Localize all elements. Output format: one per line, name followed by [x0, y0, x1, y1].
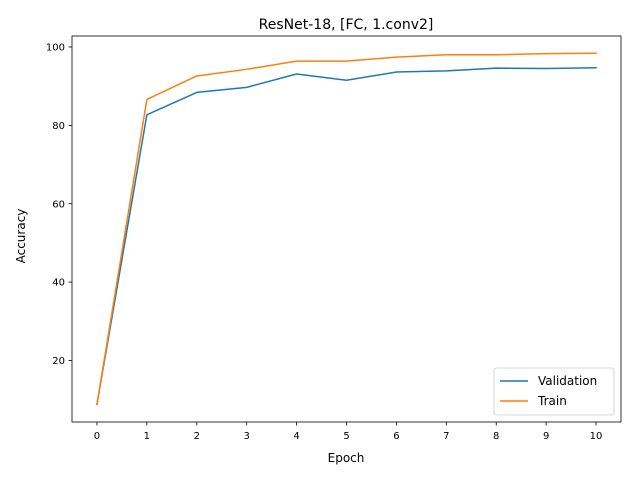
x-tick-label: 10 — [590, 431, 603, 442]
x-axis-label: Epoch — [328, 451, 365, 465]
y-tick-label: 20 — [52, 356, 65, 367]
chart-title: ResNet-18, [FC, 1.conv2] — [259, 17, 434, 33]
x-tick-label: 2 — [194, 431, 200, 442]
x-tick-label: 1 — [144, 431, 150, 442]
legend-label-validation: Validation — [538, 374, 597, 388]
x-tick-label: 4 — [293, 431, 299, 442]
y-tick-label: 60 — [52, 199, 65, 210]
legend-box — [493, 367, 615, 416]
x-tick-label: 5 — [343, 431, 349, 442]
plot-area: 0 1 2 3 4 5 6 7 8 9 10 20 40 60 80 100 — [46, 35, 622, 442]
y-tick-label: 100 — [46, 43, 65, 54]
x-tick-label: 6 — [393, 431, 399, 442]
series-line-validation — [96, 66, 597, 406]
x-tick-label: 0 — [94, 431, 100, 442]
legend: Validation Train — [493, 367, 615, 416]
series-line-train — [96, 52, 597, 406]
x-tick-label: 9 — [543, 431, 549, 442]
x-tick-label: 3 — [243, 431, 249, 442]
legend-label-train: Train — [537, 394, 567, 408]
y-tick-label: 40 — [52, 278, 65, 289]
y-tick-label: 80 — [52, 121, 65, 132]
x-tick-label: 8 — [493, 431, 499, 442]
axes-layer: 0 1 2 3 4 5 6 7 8 9 10 20 40 60 80 100 — [46, 35, 622, 442]
x-tick-label: 7 — [443, 431, 449, 442]
series-layer — [96, 52, 597, 406]
y-axis-label: Accuracy — [14, 209, 28, 264]
